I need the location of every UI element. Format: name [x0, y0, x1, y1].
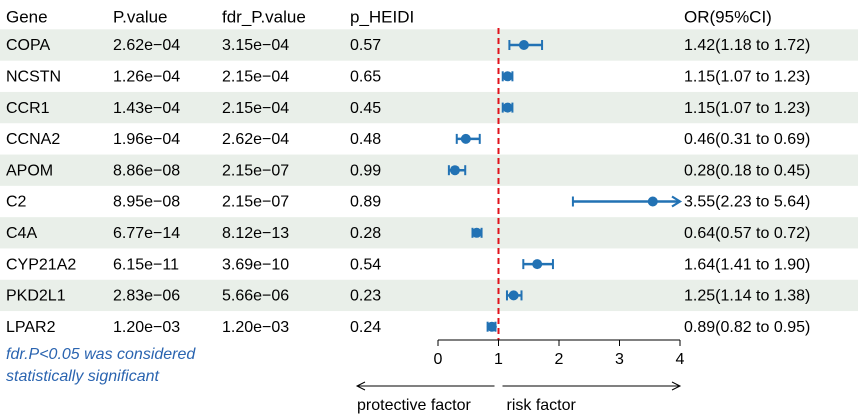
or-point — [471, 227, 482, 238]
p-value-cell: 8.95e−08 — [113, 194, 180, 211]
or-point — [518, 40, 529, 50]
tick-label: 1 — [494, 351, 503, 368]
row-stripe — [0, 279, 858, 312]
significance-note: fdr.P<0.05 was considered statistically s… — [6, 346, 196, 385]
or-ci-cell: 0.28(0.18 to 0.45) — [684, 162, 810, 179]
p-value-cell: 1.20e−03 — [113, 319, 180, 336]
gene-cell: APOM — [6, 162, 53, 179]
fdr-p-value-cell: 2.15e−04 — [222, 100, 289, 117]
p-value-cell: 8.86e−08 — [113, 162, 180, 179]
or-point — [486, 321, 497, 332]
or-point — [532, 259, 543, 270]
row-stripe — [0, 29, 858, 61]
column-header: P.value — [113, 7, 168, 26]
or-ci-cell: 1.15(1.07 to 1.23) — [684, 100, 810, 117]
p-heidi-cell: 0.48 — [350, 131, 381, 148]
forest-marks — [447, 28, 683, 340]
column-header: OR(95%CI) — [684, 7, 772, 26]
column-header: Gene — [6, 7, 48, 26]
or-ci-cell: 3.55(2.23 to 5.64) — [684, 194, 810, 211]
p-value-cell: 2.62e−04 — [113, 37, 180, 54]
or-ci-cell: 1.64(1.41 to 1.90) — [684, 256, 810, 273]
table-rows: COPA 2.62e−04 3.15e−04 0.57 1.42(1.18 to 1.7… — [6, 37, 810, 336]
or-point — [502, 71, 513, 82]
note-line: statistically significant — [6, 368, 160, 385]
p-heidi-cell: 0.65 — [350, 69, 381, 86]
or-point — [460, 133, 471, 144]
p-value-cell: 2.83e−06 — [113, 288, 180, 305]
or-ci-cell: 0.64(0.57 to 0.72) — [684, 225, 810, 242]
fdr-p-value-cell: 8.12e−13 — [222, 225, 289, 242]
fdr-p-value-cell: 1.20e−03 — [222, 319, 289, 336]
table-header: Gene P.value fdr_P.value p_HEIDI OR(95%CI) — [6, 7, 772, 26]
column-header: fdr_P.value — [222, 7, 306, 26]
tick-label: 0 — [434, 351, 443, 368]
p-heidi-cell: 0.89 — [350, 194, 381, 211]
p-heidi-cell: 0.23 — [350, 288, 381, 305]
row-stripe — [0, 154, 858, 186]
p-value-cell: 1.43e−04 — [113, 100, 180, 117]
p-heidi-cell: 0.45 — [350, 100, 381, 117]
ci-arrow-high — [671, 195, 683, 208]
fdr-p-value-cell: 3.69e−10 — [222, 256, 289, 273]
row-stripe — [0, 91, 858, 124]
p-heidi-cell: 0.54 — [350, 256, 381, 273]
protective-factor-label: protective factor — [357, 397, 472, 414]
fdr-p-value-cell: 3.15e−04 — [222, 37, 289, 54]
or-ci-cell: 1.25(1.14 to 1.38) — [684, 288, 810, 305]
p-value-cell: 1.26e−04 — [113, 69, 180, 86]
gene-cell: CCR1 — [6, 100, 50, 117]
note-line: fdr.P<0.05 was considered — [6, 346, 196, 363]
gene-cell: COPA — [6, 37, 50, 54]
tick-label: 4 — [676, 351, 685, 368]
row-stripe — [0, 217, 858, 249]
tick-label: 2 — [555, 351, 564, 368]
p-value-cell: 6.15e−11 — [113, 256, 179, 273]
gene-cell: NCSTN — [6, 69, 61, 86]
or-ci-cell: 1.15(1.07 to 1.23) — [684, 69, 810, 86]
fdr-p-value-cell: 2.15e−04 — [222, 69, 289, 86]
column-header: p_HEIDI — [350, 7, 414, 26]
or-point — [502, 102, 513, 113]
p-heidi-cell: 0.24 — [350, 319, 381, 336]
p-heidi-cell: 0.99 — [350, 162, 381, 179]
protective-arrow-head — [355, 381, 366, 391]
or-point — [508, 290, 519, 301]
or-ci-cell: 0.89(0.82 to 0.95) — [684, 319, 810, 336]
gene-cell: CYP21A2 — [6, 256, 76, 273]
x-axis: 0 1 2 3 4 — [434, 339, 685, 368]
p-value-cell: 6.77e−14 — [113, 225, 180, 242]
or-point — [647, 196, 658, 207]
fdr-p-value-cell: 2.62e−04 — [222, 131, 289, 148]
gene-cell: LPAR2 — [6, 319, 56, 336]
or-ci-cell: 1.42(1.18 to 1.72) — [684, 37, 810, 54]
fdr-p-value-cell: 2.15e−07 — [222, 194, 289, 211]
risk-factor-label: risk factor — [507, 397, 577, 414]
p-heidi-cell: 0.57 — [350, 37, 381, 54]
risk-arrow-head — [671, 381, 682, 391]
tick-label: 3 — [615, 351, 624, 368]
p-value-cell: 1.96e−04 — [113, 131, 180, 148]
or-ci-cell: 0.46(0.31 to 0.69) — [684, 131, 810, 148]
fdr-p-value-cell: 5.66e−06 — [222, 288, 289, 305]
p-heidi-cell: 0.28 — [350, 225, 381, 242]
gene-cell: C4A — [6, 225, 37, 242]
fdr-p-value-cell: 2.15e−07 — [222, 162, 289, 179]
factor-arrows: protective factor risk factor — [355, 381, 682, 414]
or-point — [449, 165, 460, 176]
gene-cell: C2 — [6, 194, 27, 211]
gene-cell: PKD2L1 — [6, 288, 66, 305]
gene-cell: CCNA2 — [6, 131, 60, 148]
row-stripes — [0, 29, 858, 312]
